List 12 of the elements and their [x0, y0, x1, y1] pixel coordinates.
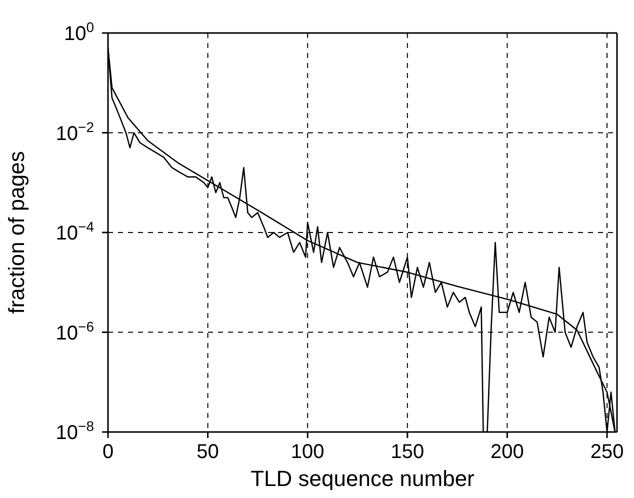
y-tick-label: 10$^{0}$	[64, 19, 94, 45]
y-tick-label: 10$^{−2}$	[56, 118, 94, 145]
x-tick-label: 100	[290, 441, 324, 463]
y-axis-title: fraction of pages	[4, 151, 29, 314]
y-tick-label: 10$^{−4}$	[56, 218, 94, 244]
y-tick-label: 10$^{−8}$	[56, 418, 94, 444]
x-tick-label: 250	[590, 441, 624, 463]
x-tick-label: 200	[490, 441, 524, 463]
x-tick-label: 0	[102, 441, 114, 463]
x-tick-label: 150	[390, 441, 424, 463]
y-tick-label: 10$^{−6}$	[56, 318, 94, 344]
x-tick-label: 50	[196, 441, 219, 463]
